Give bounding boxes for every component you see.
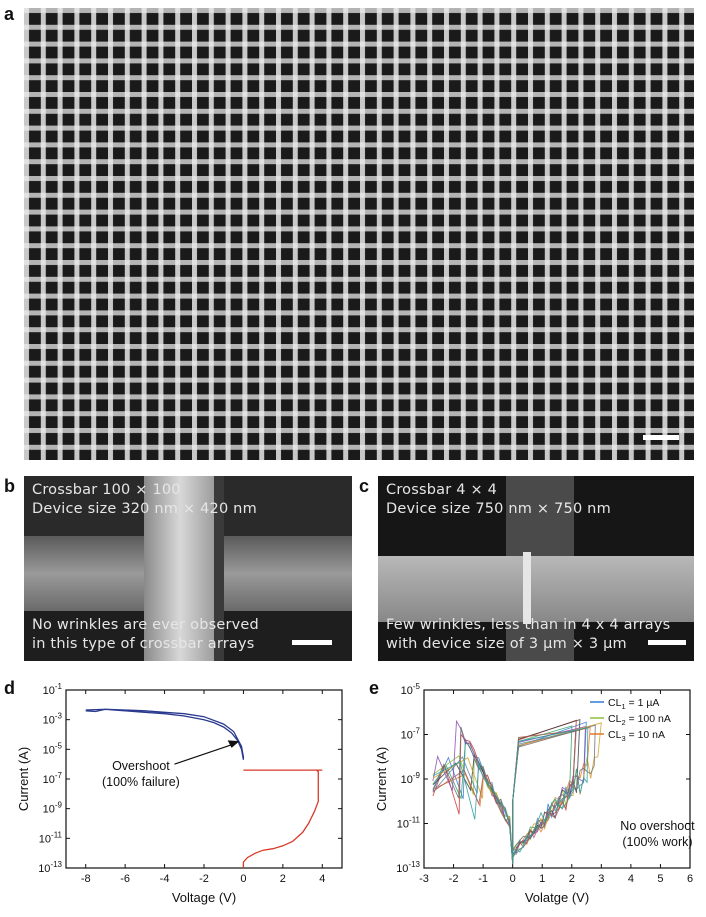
series-line-0 xyxy=(85,708,245,760)
y-tick-label: 10-11 xyxy=(397,816,421,831)
series-line-11 xyxy=(432,727,589,864)
chart-d-iv-curve: -8 -6 -4 -2 0 2 4 10-13 10-11 10-9 10-7 10-5 10-3 10-… xyxy=(16,682,343,905)
x-tick-label: 6 xyxy=(687,873,693,885)
sem-c-caption-line1: Few wrinkles, less than in 4 x 4 arrays xyxy=(386,617,671,633)
scale-bar xyxy=(643,435,679,440)
crossbar-grid-pattern xyxy=(24,8,694,460)
x-tick-label: 0 xyxy=(240,873,246,885)
annotation-arrowhead xyxy=(227,740,240,748)
y-axis-label: Current (A) xyxy=(374,747,389,811)
x-tick-label: 2 xyxy=(280,873,286,885)
sem-c-structure xyxy=(378,476,694,661)
series-line-5 xyxy=(432,725,573,864)
sem-c-title-line2: Device size 750 nm × 750 nm xyxy=(386,501,611,517)
sem-b-caption-line2: in this type of crossbar arrays xyxy=(32,636,255,652)
x-axis-label: Volatge (V) xyxy=(525,890,589,905)
sem-image-crossbar-4: Crossbar 4 × 4 Device size 750 nm × 750 … xyxy=(378,476,694,661)
x-tick-label: -8 xyxy=(81,873,91,885)
y-tick-label: 10-7 xyxy=(401,727,421,742)
x-tick-label: -1 xyxy=(478,873,488,885)
x-tick-label: -2 xyxy=(199,873,209,885)
y-tick-label: 10-3 xyxy=(43,712,63,727)
panel-letter-e: e xyxy=(369,678,380,698)
panel-letter-c: c xyxy=(359,476,370,496)
legend-label-1: CL2 = 100 nA xyxy=(608,713,671,727)
y-tick-label: 10-9 xyxy=(43,801,63,816)
legend-label-0: CL1 = 1 µA xyxy=(608,697,659,711)
panel-letter-a: a xyxy=(4,4,15,24)
x-tick-label: 2 xyxy=(569,873,575,885)
annotation-work: (100% work) xyxy=(622,835,692,849)
legend-label-2: CL3 = 10 nA xyxy=(608,729,665,743)
annotation-arrow xyxy=(174,742,236,765)
y-tick-label: 10-5 xyxy=(401,682,421,697)
sem-b-title-line1: Crossbar 100 × 100 xyxy=(32,482,181,498)
y-tick-label: 10-1 xyxy=(43,682,63,697)
sem-b-title-line2: Device size 320 nm × 420 nm xyxy=(32,501,257,517)
chart-e-iv-curve: -3 -2 -1 0 1 2 3 4 5 6 10-13 10-11 10-9 10-7 10-5 Volat… xyxy=(374,682,695,905)
panel-letter-b: b xyxy=(4,476,15,496)
x-tick-label: -3 xyxy=(419,873,429,885)
x-tick-label: 5 xyxy=(657,873,663,885)
panel-letter-d: d xyxy=(4,678,15,698)
annotation-overshoot: Overshoot xyxy=(112,759,170,773)
series-line-3 xyxy=(432,719,577,864)
x-tick-label: -4 xyxy=(160,873,170,885)
sem-image-crossbar-100: Crossbar 100 × 100 Device size 320 nm × … xyxy=(24,476,352,661)
sem-c-title-line1: Crossbar 4 × 4 xyxy=(386,482,498,498)
series-line-1 xyxy=(242,769,323,868)
sem-b-structure xyxy=(24,476,352,661)
y-tick-label: 10-5 xyxy=(43,741,63,756)
sem-b-caption-line1: No wrinkles are ever observed xyxy=(32,617,259,633)
annotation-failure: (100% failure) xyxy=(102,775,180,789)
x-tick-label: 3 xyxy=(598,873,604,885)
x-tick-label: -2 xyxy=(449,873,459,885)
x-tick-label: 1 xyxy=(539,873,545,885)
annotation-no-overshoot: No overshoot xyxy=(620,819,695,833)
sem-c-caption-line2: with device size of 3 µm × 3 µm xyxy=(386,636,627,652)
scale-bar xyxy=(292,640,332,645)
y-tick-label: 10-13 xyxy=(38,860,62,875)
series-line-7 xyxy=(432,722,602,864)
sem-image-crossbar-array xyxy=(24,8,694,460)
y-tick-label: 10-7 xyxy=(43,771,63,786)
x-tick-label: -6 xyxy=(120,873,130,885)
x-axis-label: Voltage (V) xyxy=(172,890,236,905)
y-tick-label: 10-9 xyxy=(401,771,421,786)
y-tick-label: 10-13 xyxy=(396,860,420,875)
scale-bar xyxy=(648,640,686,645)
x-tick-label: 4 xyxy=(628,873,634,885)
x-tick-label: 0 xyxy=(510,873,516,885)
y-axis-label: Current (A) xyxy=(16,747,31,811)
y-tick-label: 10-11 xyxy=(39,830,63,845)
x-tick-label: 4 xyxy=(319,873,325,885)
